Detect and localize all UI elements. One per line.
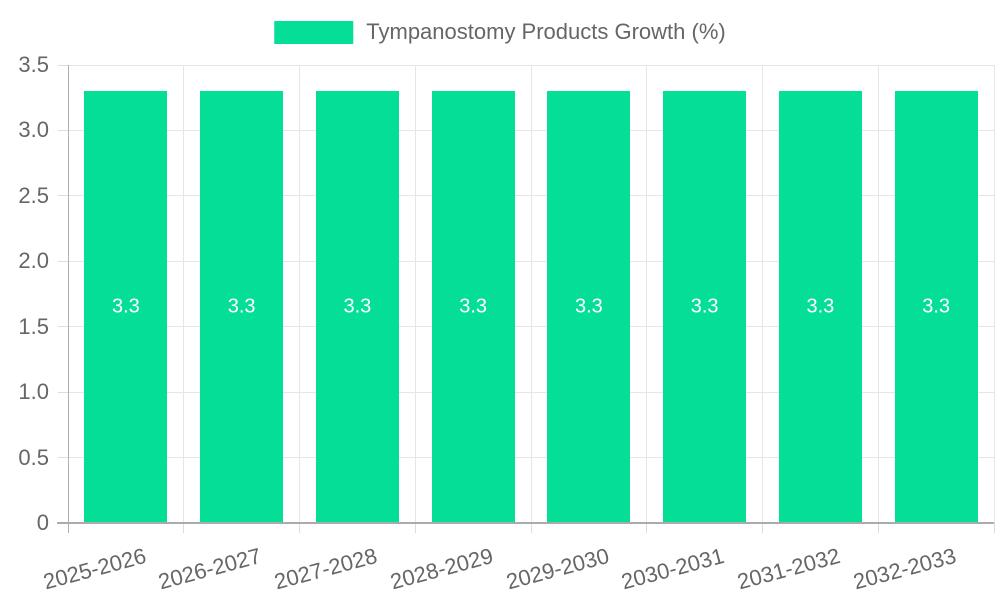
x-tick-mark xyxy=(530,523,532,533)
gridline-x-boundary xyxy=(530,65,532,523)
bar-value-label: 3.3 xyxy=(459,295,488,318)
gridline-x-boundary xyxy=(183,65,185,523)
y-tick-label: 3.5 xyxy=(18,52,49,77)
x-tick-mark xyxy=(299,523,300,533)
x-tick-label: 2026-2027 xyxy=(155,543,265,595)
y-tick-mark xyxy=(58,195,68,197)
bar-2028-2029: 3.3 xyxy=(431,91,515,523)
bar-2031-2032: 3.3 xyxy=(778,91,862,523)
gridline-x-boundary xyxy=(877,65,879,523)
bar-2030-2031: 3.3 xyxy=(663,91,747,523)
bar-value-label: 3.3 xyxy=(227,295,256,318)
bar-2029-2030: 3.3 xyxy=(547,91,631,523)
x-tick-mark xyxy=(762,523,763,533)
chart-legend-item[interactable]: Tympanostomy Products Growth (%) xyxy=(274,19,726,45)
x-axis-line xyxy=(57,522,994,524)
bar-value-label: 3.3 xyxy=(690,295,719,318)
y-tick-mark xyxy=(58,260,68,262)
bar-value-label: 3.3 xyxy=(574,295,603,318)
x-tick-label: 2025-2026 xyxy=(40,543,149,595)
y-tick-label: 0 xyxy=(36,510,49,535)
y-tick-label: 2.0 xyxy=(18,248,49,274)
x-tick-mark xyxy=(414,523,416,533)
y-tick-label: 3.0 xyxy=(18,117,49,143)
bar-value-label: 3.3 xyxy=(343,295,372,318)
y-tick-mark xyxy=(58,326,68,328)
gridline-x-boundary xyxy=(762,65,763,523)
gridline-x-boundary xyxy=(646,65,648,523)
gridline-x-boundary xyxy=(414,65,416,523)
y-tick-label: 2.5 xyxy=(18,182,49,208)
y-tick-label: 1.0 xyxy=(18,379,49,405)
x-tick-label: 2032-2033 xyxy=(850,543,959,595)
y-tick-mark xyxy=(58,391,68,393)
x-tick-mark xyxy=(183,523,185,533)
x-tick-mark xyxy=(993,523,995,533)
bar-2027-2028: 3.3 xyxy=(315,91,399,523)
x-tick-label: 2028-2029 xyxy=(387,543,496,595)
y-tick-mark xyxy=(58,64,68,66)
y-tick-label: 1.5 xyxy=(18,313,49,339)
bar-value-label: 3.3 xyxy=(806,295,835,318)
x-tick-label: 2029-2030 xyxy=(503,543,612,595)
y-tick-label: 0.5 xyxy=(18,444,49,470)
bar-2026-2027: 3.3 xyxy=(200,91,284,523)
x-tick-mark xyxy=(877,523,879,533)
y-tick-mark xyxy=(58,457,68,459)
bar-2032-2033: 3.3 xyxy=(894,91,978,523)
y-tick-mark xyxy=(58,129,68,131)
x-tick-label: 2030-2031 xyxy=(618,543,728,595)
gridline-x-boundary xyxy=(299,65,300,523)
bar-2025-2026: 3.3 xyxy=(84,91,168,523)
x-tick-mark xyxy=(646,523,648,533)
x-tick-label: 2027-2028 xyxy=(271,543,380,595)
bar-value-label: 3.3 xyxy=(922,295,951,318)
gridline-x-boundary xyxy=(993,65,995,523)
y-axis-line xyxy=(68,65,69,533)
plot-area: 0 0.5 1.0 1.5 2.0 2.5 3.0 3.5 3.3 3.3 3.3 3.3 3.3 3.… xyxy=(18,52,995,594)
legend-label: Tympanostomy Products Growth (%) xyxy=(366,19,726,44)
bar-value-label: 3.3 xyxy=(111,295,140,318)
legend-swatch xyxy=(274,20,354,44)
x-tick-label: 2031-2032 xyxy=(734,543,843,595)
